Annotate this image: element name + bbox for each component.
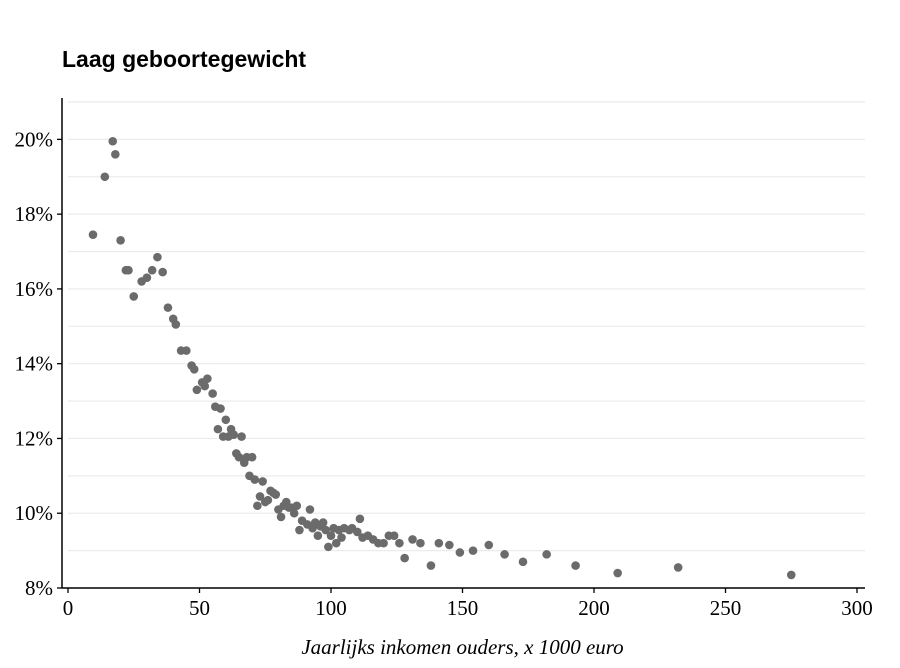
x-tick-label: 150 xyxy=(447,596,479,620)
data-point xyxy=(111,150,120,159)
data-point xyxy=(142,273,152,283)
data-point xyxy=(353,527,362,537)
data-point xyxy=(455,548,465,557)
data-point xyxy=(221,415,231,425)
data-point xyxy=(213,424,223,434)
data-point xyxy=(318,518,328,527)
data-point xyxy=(786,570,796,580)
data-point xyxy=(234,452,244,462)
data-point xyxy=(263,495,273,505)
data-point xyxy=(313,531,323,540)
y-tick-label: 12% xyxy=(15,426,54,450)
data-point xyxy=(324,542,333,552)
data-point xyxy=(395,538,404,548)
data-point xyxy=(255,492,265,501)
x-axis-title: Jaarlijks inkomen ouders, x 1000 euro xyxy=(301,635,623,659)
data-point xyxy=(229,430,238,440)
y-tick-label: 8% xyxy=(25,576,53,600)
data-point xyxy=(258,477,267,486)
data-point xyxy=(247,452,257,462)
data-point xyxy=(673,563,683,572)
data-point xyxy=(484,540,494,550)
data-point xyxy=(116,236,125,245)
data-point xyxy=(445,540,454,550)
x-tick-label: 300 xyxy=(841,596,873,620)
x-tick-label: 0 xyxy=(63,596,74,620)
data-points xyxy=(88,136,796,580)
data-point xyxy=(171,320,181,329)
y-tick-label: 10% xyxy=(15,501,54,525)
data-point xyxy=(200,381,210,391)
data-point xyxy=(321,525,331,535)
data-point xyxy=(295,525,304,535)
x-axis-ticks: 0 50 100 150 200 250 300 xyxy=(63,588,873,620)
data-point xyxy=(400,553,409,563)
x-tick-label: 250 xyxy=(710,596,742,620)
data-point xyxy=(192,385,202,395)
axes xyxy=(61,98,865,589)
data-point xyxy=(271,490,281,499)
data-point xyxy=(426,561,436,570)
gridlines xyxy=(68,101,865,552)
data-point xyxy=(379,538,388,548)
data-point xyxy=(203,374,212,383)
data-point xyxy=(305,505,315,514)
data-point xyxy=(289,508,299,518)
data-point xyxy=(88,230,98,240)
data-point xyxy=(613,568,622,578)
data-point xyxy=(147,265,157,275)
data-point xyxy=(100,172,110,182)
data-point xyxy=(216,404,225,413)
data-point xyxy=(416,538,425,548)
data-point xyxy=(158,267,167,277)
data-point xyxy=(434,538,444,548)
data-point xyxy=(189,365,199,374)
y-tick-label: 14% xyxy=(15,352,54,376)
data-point xyxy=(292,501,302,511)
y-axis-ticks: 8% 10% 12% 14% 16% 18% 20% xyxy=(15,127,62,600)
data-point xyxy=(571,561,580,570)
data-point xyxy=(163,303,173,312)
y-tick-label: 20% xyxy=(15,127,54,151)
data-point xyxy=(276,512,286,522)
data-point xyxy=(468,546,478,555)
data-point xyxy=(250,475,260,484)
data-point xyxy=(237,432,246,441)
data-point xyxy=(337,533,346,542)
data-point xyxy=(500,550,509,559)
data-point xyxy=(208,389,217,398)
data-point xyxy=(129,292,139,301)
data-point xyxy=(355,514,365,524)
data-point xyxy=(389,531,399,540)
data-point xyxy=(518,557,528,567)
data-point xyxy=(542,550,551,559)
y-tick-label: 16% xyxy=(15,277,54,301)
x-tick-label: 50 xyxy=(189,596,210,620)
data-point xyxy=(326,531,336,540)
data-point xyxy=(124,265,133,275)
y-tick-label: 18% xyxy=(15,202,54,226)
x-tick-label: 100 xyxy=(315,596,347,620)
data-point xyxy=(408,535,417,544)
data-point xyxy=(253,501,262,511)
data-point xyxy=(108,136,118,146)
chart-title: Laag geboortegewicht xyxy=(62,46,307,72)
data-point xyxy=(331,538,341,548)
data-point xyxy=(153,252,162,262)
x-tick-label: 200 xyxy=(578,596,610,620)
data-point xyxy=(182,346,191,355)
